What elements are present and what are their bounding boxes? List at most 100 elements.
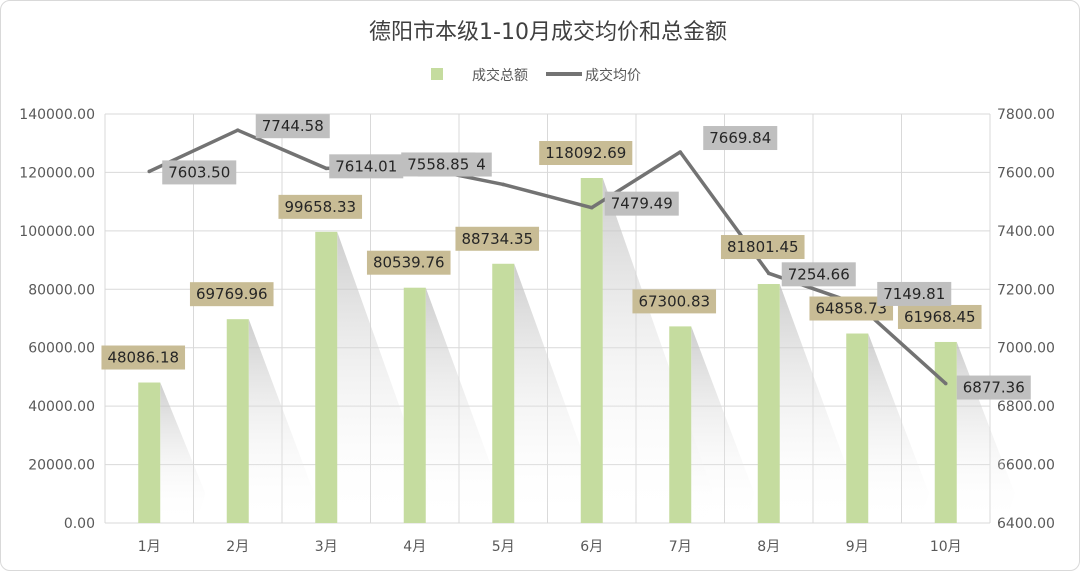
price-value-label: 6877.36 [956,375,1031,400]
legend-swatch-bar [431,68,443,80]
y-left-tick-label: 0.00 [64,516,95,532]
price-value-label-text: 7669.84 [709,129,771,147]
price-value-label-text: 7603.50 [168,163,230,181]
price-value-label: 7614.01 [329,154,404,179]
y-left-tick-label: 140000.00 [19,107,95,123]
y-axis-right: 6400.00 6600.00 6800.00 7000.00 7200.00 7400.… [997,107,1055,532]
price-point [766,271,771,276]
x-tick-label: 9月 [846,539,869,555]
x-tick-label: 4月 [403,539,426,555]
price-point [324,166,329,171]
price-value-label-bg [401,152,476,177]
bar-value-label-bg [632,289,717,314]
price-value-label-text: 7614.01 [335,157,397,175]
bar-value-label: 81801.45 [720,235,805,260]
x-tick-label: 6月 [580,539,603,555]
bar [138,382,161,523]
bar-value-label-bg [189,282,274,307]
bar-value-label: 67300.83 [632,289,717,314]
price-value-label-bg [162,160,237,185]
bar [757,284,780,523]
price-value-label-text: 7149.81 [883,285,945,303]
price-value-label-bg [781,262,856,287]
price-value-label: 7603.50 [162,160,237,185]
price-point [943,381,948,386]
x-tick-label: 5月 [492,539,515,555]
bar-value-label-text: 88734.35 [461,230,533,248]
bar [403,287,426,523]
bars [138,178,957,524]
legend: 成交总额 成交均价 [431,67,641,84]
bar [315,231,338,524]
y-right-tick-label: 6800.00 [997,399,1055,415]
price-value-label: 7254.66 [781,262,856,287]
bar [580,178,603,523]
bar-value-label-bg [539,141,633,166]
price-value-label-text: 7254.66 [788,265,850,283]
bar-value-label-text: 80539.76 [373,254,445,272]
bar-value-label: 48086.18 [101,345,186,370]
bar-value-label-text: 64858.73 [815,300,887,318]
y-right-tick-label: 7600.00 [997,165,1055,181]
price-value-label-bg [877,281,952,306]
price-point [678,150,683,154]
bar-shadow [779,284,857,523]
price-value-label: 7149.81 [877,281,952,306]
legend-label-bar: 成交总额 [472,67,528,84]
data-labels: 48086.18 69769.96 99658.33 80539.76 88734.35… [101,114,1031,400]
y-left-tick-label: 120000.00 [19,165,95,181]
x-tick-label: 10月 [930,539,962,555]
x-axis: 1月 2月 3月 4月 5月 6月 7月 8月 9月 10月 [138,539,962,555]
bar [934,341,957,523]
price-value-label-bg [255,114,330,139]
price-value-label-bg [329,154,404,179]
bar-value-label-bg [897,304,982,329]
y-left-tick-label: 40000.00 [28,399,95,415]
x-tick-label: 1月 [138,539,161,555]
bar-value-label-text: 48086.18 [107,349,179,367]
price-value-label: 7744.58 [255,114,330,139]
bar-value-label-text: 67300.83 [638,292,710,310]
bar-value-label-bg [101,345,186,370]
bar-shadow [691,326,755,523]
price-value-label-bg [956,375,1031,400]
bar-shadow [248,319,314,523]
price-value-label-bg [604,191,679,216]
bar-value-label-text: 69769.96 [196,285,268,303]
bar-shadows [160,178,1015,524]
bar [669,326,692,523]
bar [492,263,515,523]
price-value-label: 7558.85 [401,152,476,177]
bar-shadow [425,287,502,523]
x-tick-label: 7月 [669,539,692,555]
y-left-tick-label: 20000.00 [28,458,95,474]
price-value-label-text: 7744.58 [262,117,324,135]
y-right-tick-label: 6400.00 [997,516,1055,532]
bar [226,319,249,523]
chart-title: 德阳市本级1-10月成交均价和总金额 [369,20,727,45]
bar-value-label-text: 99658.33 [284,198,356,216]
price-line [148,128,947,385]
x-tick-label: 8月 [757,539,780,555]
bar-shadow [160,382,206,523]
y-axis-left: 0.00 20000.00 40000.00 60000.00 80000.00 1000… [19,107,95,532]
price-point [235,128,240,132]
y-left-tick-label: 100000.00 [19,224,95,240]
bar-value-label: 61968.45 [897,304,982,329]
bar-value-label-bg [278,194,363,219]
bar-value-label-bg [720,235,805,260]
bar-value-label: 118092.69 [539,141,633,166]
bar-shadow [514,263,598,523]
y-left-tick-label: 60000.00 [28,341,95,357]
bar-value-label-text: 61968.45 [904,308,976,326]
y-right-tick-label: 6600.00 [997,458,1055,474]
bar-shadow [956,341,1015,523]
price-value-label-bg [703,126,778,151]
x-tick-label: 3月 [315,539,338,555]
price-point [501,182,506,187]
y-right-tick-label: 7000.00 [997,341,1055,357]
y-right-tick-label: 7400.00 [997,224,1055,240]
legend-label-line: 成交均价 [585,67,641,84]
x-tick-label: 2月 [226,539,249,555]
